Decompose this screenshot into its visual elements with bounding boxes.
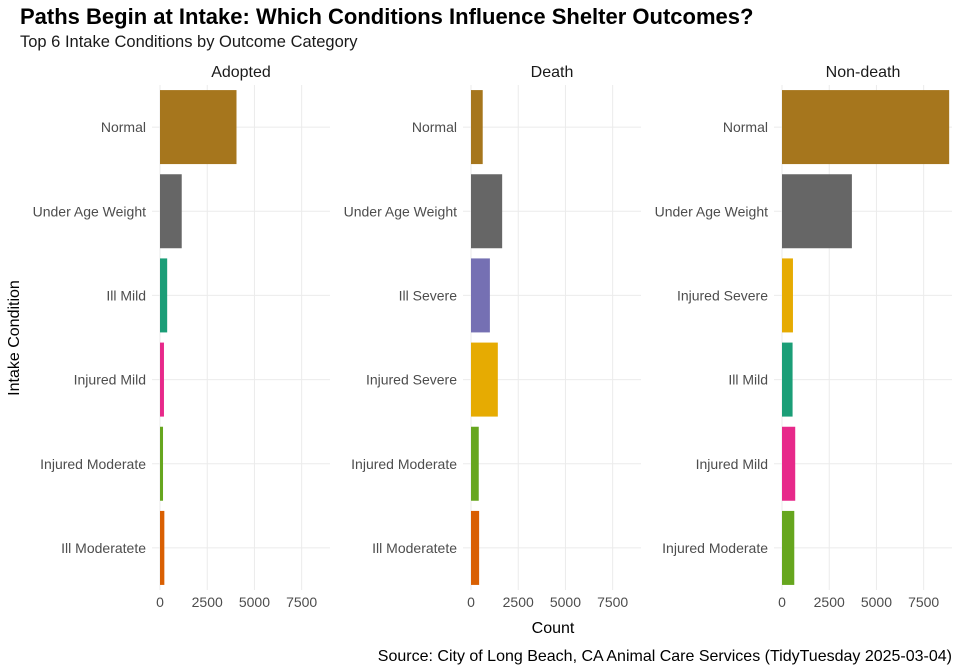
bar: [782, 342, 793, 417]
x-tick-label: 5000: [550, 594, 581, 610]
x-axis-label: Count: [532, 620, 575, 637]
bar: [782, 90, 950, 165]
chart-title: Paths Begin at Intake: Which Conditions …: [20, 4, 753, 29]
x-tick-label: 0: [156, 594, 164, 610]
y-tick-label: Under Age Weight: [655, 203, 768, 219]
y-tick-label: Ill Moderatete: [61, 540, 146, 556]
x-tick-label: 0: [778, 594, 786, 610]
y-tick-label: Normal: [101, 119, 146, 135]
y-tick-label: Ill Severe: [399, 287, 458, 303]
bar: [471, 426, 479, 501]
y-tick-label: Under Age Weight: [33, 203, 146, 219]
bar: [471, 258, 490, 333]
y-tick-label: Injured Moderate: [662, 540, 768, 556]
y-tick-label: Injured Severe: [366, 372, 457, 388]
y-tick-label: Injured Mild: [74, 372, 146, 388]
bar: [160, 258, 168, 333]
bar: [471, 90, 483, 165]
x-tick-label: 2500: [503, 594, 534, 610]
x-tick-label: 2500: [192, 594, 223, 610]
y-tick-label: Under Age Weight: [344, 203, 457, 219]
x-tick-label: 5000: [861, 594, 892, 610]
bar: [782, 426, 796, 501]
bar: [471, 342, 498, 417]
bar: [160, 90, 237, 165]
chart-subtitle: Top 6 Intake Conditions by Outcome Categ…: [20, 33, 358, 51]
y-axis-label: Intake Condition: [6, 280, 23, 396]
facet-label-1: Death: [531, 64, 574, 81]
x-tick-label: 7500: [286, 594, 317, 610]
x-tick-label: 5000: [239, 594, 270, 610]
y-tick-label: Injured Moderate: [351, 456, 457, 472]
y-tick-label: Ill Mild: [106, 287, 146, 303]
y-tick-label: Injured Severe: [677, 287, 768, 303]
facet-panels: Adopted Normal Under Age Weight Ill Mild Inj…: [33, 64, 952, 610]
bar: [471, 510, 480, 585]
bar: [782, 174, 852, 249]
x-tick-label: 0: [467, 594, 475, 610]
bar: [160, 510, 165, 585]
y-tick-label: Injured Moderate: [40, 456, 146, 472]
bar: [160, 342, 164, 417]
y-tick-label: Injured Mild: [696, 456, 768, 472]
bar: [471, 174, 503, 249]
bar: [782, 510, 795, 585]
y-tick-label: Normal: [723, 119, 768, 135]
y-tick-label: Ill Mild: [728, 372, 768, 388]
x-tick-label: 7500: [908, 594, 939, 610]
x-tick-label: 2500: [814, 594, 845, 610]
bar: [160, 174, 182, 249]
x-tick-label: 7500: [597, 594, 628, 610]
y-tick-label: Normal: [412, 119, 457, 135]
bar: [160, 426, 164, 501]
facet-label-2: Non-death: [826, 64, 901, 81]
facet-label-0: Adopted: [211, 64, 271, 81]
y-tick-label: Ill Moderatete: [372, 540, 457, 556]
chart-caption: Source: City of Long Beach, CA Animal Ca…: [378, 648, 952, 665]
bar: [782, 258, 793, 333]
